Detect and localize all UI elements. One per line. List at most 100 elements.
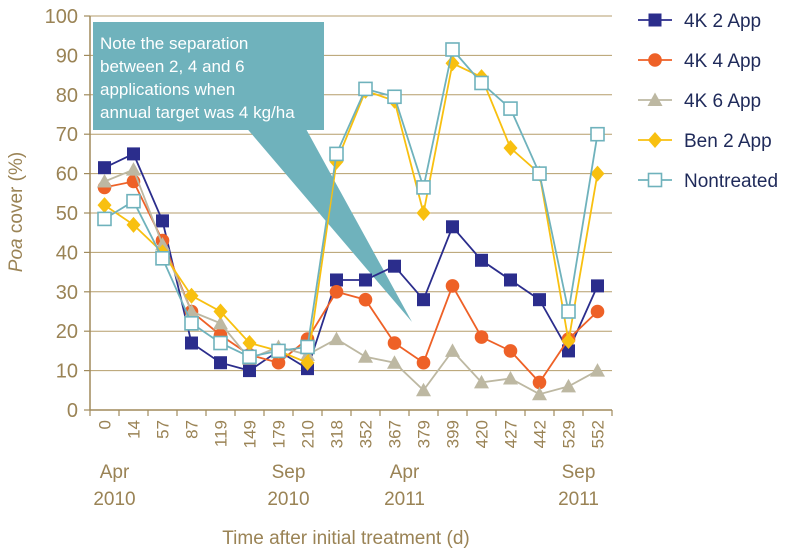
y-tick-label: 90: [56, 45, 78, 67]
legend-label: 4K 4 App: [684, 51, 761, 72]
x-tick-label: 420: [473, 420, 492, 448]
y-tick-label: 50: [56, 203, 78, 225]
y-tick-label: 70: [56, 124, 78, 146]
annotation-callout: Note the separation between 2, 4 and 6 app…: [93, 22, 412, 322]
legend-label: 4K 6 App: [684, 91, 761, 112]
legend-item: Ben 2 App: [638, 131, 772, 152]
x-axis-title: Time after initial treatment (d): [222, 528, 469, 549]
data-point: [561, 304, 576, 319]
legend-label: 4K 2 App: [684, 11, 761, 32]
date-label-month: Sep: [562, 462, 596, 483]
x-tick-label: 529: [560, 420, 579, 448]
data-point: [126, 193, 141, 209]
callout-text-line: between 2, 4 and 6: [100, 57, 245, 76]
data-point: [416, 205, 431, 221]
data-point: [213, 335, 228, 351]
y-tick-label: 80: [56, 85, 78, 107]
data-point: [127, 147, 140, 161]
y-tick-label: 60: [56, 164, 78, 186]
data-point: [445, 42, 460, 57]
data-point: [503, 370, 518, 385]
y-axis-title-rest: cover (%): [6, 152, 27, 239]
data-point: [647, 92, 663, 106]
data-series: [97, 42, 605, 401]
data-point: [648, 13, 662, 27]
x-tick-label: 179: [270, 420, 289, 448]
data-point: [561, 378, 576, 393]
data-point: [271, 355, 286, 370]
x-tick-label: 87: [183, 420, 202, 439]
data-point: [358, 349, 373, 363]
legend-label: Nontreated: [684, 171, 778, 192]
x-tick-label: 352: [357, 420, 376, 448]
data-point: [329, 285, 344, 299]
x-tick-label: 399: [444, 420, 463, 448]
data-point: [97, 173, 112, 188]
x-tick-label: 0: [96, 420, 115, 429]
y-tick-label: 100: [45, 6, 78, 28]
data-point: [155, 251, 170, 266]
data-point: [329, 146, 344, 162]
x-tick-label: 210: [299, 420, 318, 448]
data-point: [387, 355, 402, 369]
x-axis-ticks: 0 14 57 87 119 149 179 210 318 352 367 379 399 420 427…: [89, 410, 613, 448]
data-point: [329, 331, 344, 346]
data-point: [387, 89, 402, 105]
data-point: [533, 293, 546, 307]
data-point: [300, 354, 315, 371]
series-nontreated: [97, 42, 605, 365]
data-point: [590, 363, 605, 377]
series-line: [104, 47, 599, 358]
y-tick-label: 0: [67, 400, 78, 422]
data-point: [416, 355, 431, 370]
data-point: [300, 339, 315, 355]
data-point: [475, 253, 488, 267]
x-tick-label: 57: [154, 420, 173, 439]
legend-item: Nontreated: [638, 171, 778, 192]
y-tick-label: 40: [56, 242, 78, 264]
date-labels: Apr 2010 Sep 2010 Apr 2011 Sep 2011: [93, 462, 599, 510]
legend-item: 4K 6 App: [638, 91, 761, 112]
data-point: [503, 139, 518, 156]
y-tick-label: 20: [56, 321, 78, 343]
series-4k-2-app: [98, 147, 604, 378]
data-point: [591, 279, 604, 293]
x-tick-label: 367: [386, 420, 405, 448]
data-point: [416, 180, 431, 195]
data-point: [271, 343, 286, 359]
data-point: [388, 259, 401, 273]
data-point: [532, 386, 547, 401]
data-point: [97, 211, 112, 227]
data-point: [416, 382, 431, 397]
data-point: [155, 237, 170, 251]
data-point: [243, 364, 256, 378]
x-tick-label: 318: [328, 420, 347, 448]
data-point: [562, 344, 575, 358]
data-point: [590, 165, 605, 182]
date-label-month: Sep: [272, 462, 306, 483]
legend-item: 4K 4 App: [638, 51, 761, 72]
x-tick-label: 14: [125, 420, 144, 439]
callout-text-line: annual target was 4 kg/ha: [100, 103, 295, 122]
date-label-year: 2011: [384, 489, 425, 510]
data-point: [156, 214, 169, 228]
data-point: [590, 304, 605, 319]
date-label-year: 2010: [267, 489, 309, 510]
x-tick-label: 119: [212, 420, 231, 447]
data-point: [648, 53, 662, 67]
data-point: [532, 166, 547, 181]
data-point: [445, 279, 460, 293]
y-axis-ticks: 0 10 20 30 40 50 60 70 80 90 100: [45, 6, 90, 422]
series-line: [104, 168, 598, 396]
data-point: [474, 330, 489, 344]
data-point: [126, 162, 141, 176]
x-tick-label: 427: [502, 420, 521, 448]
x-tick-label: 379: [415, 420, 434, 448]
legend-item: 4K 2 App: [638, 11, 761, 32]
x-tick-label: 149: [241, 420, 260, 448]
callout-pointer: [238, 118, 412, 322]
callout-text-line: applications when: [100, 80, 235, 99]
series-line: [104, 152, 599, 372]
data-point: [185, 336, 198, 350]
